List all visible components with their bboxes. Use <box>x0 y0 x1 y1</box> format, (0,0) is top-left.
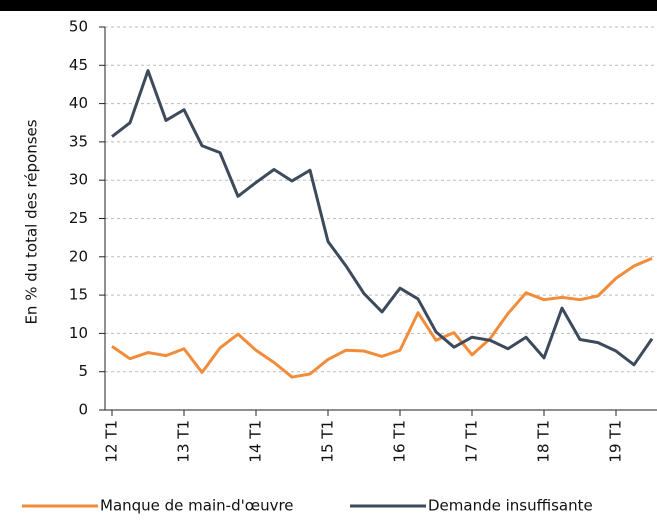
y-tick-label: 10 <box>69 324 88 342</box>
y-tick-label: 15 <box>69 286 88 304</box>
y-tick-label: 0 <box>78 401 88 419</box>
y-tick-label: 50 <box>69 18 88 36</box>
x-tick-label: 18 T1 <box>535 420 553 463</box>
y-tick-label: 35 <box>69 132 88 150</box>
y-tick-label: 40 <box>69 94 88 112</box>
x-tick-label: 19 T1 <box>607 420 625 463</box>
top-bar <box>0 0 657 11</box>
legend-label: Demande insuffisante <box>428 497 593 515</box>
x-tick-label: 15 T1 <box>319 420 337 463</box>
x-tick-label: 17 T1 <box>463 420 481 463</box>
series-line <box>111 69 654 367</box>
y-tick-label: 5 <box>78 362 88 380</box>
x-tick-label: 14 T1 <box>247 420 265 463</box>
y-tick-label: 30 <box>69 171 88 189</box>
y-tick-label: 45 <box>69 56 88 74</box>
y-tick-label: 20 <box>69 247 88 265</box>
y-axis-label: En % du total des réponses <box>23 119 41 324</box>
x-tick-label: 16 T1 <box>391 420 409 463</box>
series-line <box>111 256 653 379</box>
legend-label: Manque de main-d'œuvre <box>100 497 294 515</box>
x-tick-label: 12 T1 <box>103 420 121 463</box>
y-tick-label: 25 <box>69 209 88 227</box>
x-tick-label: 13 T1 <box>175 420 193 463</box>
